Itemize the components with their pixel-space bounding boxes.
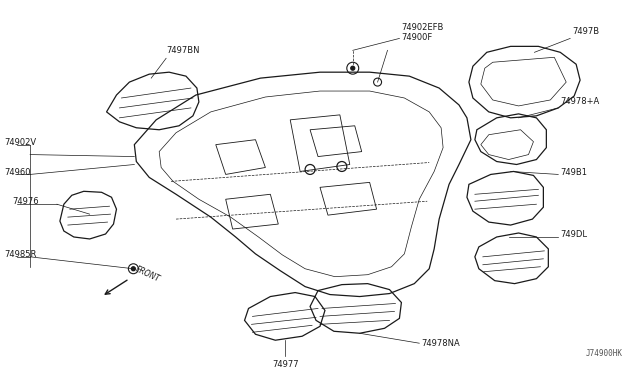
Text: 74900F: 74900F <box>401 33 433 42</box>
Text: 74985R: 74985R <box>4 250 36 259</box>
Text: 74977: 74977 <box>272 360 299 369</box>
Circle shape <box>131 267 135 271</box>
Text: 74978+A: 74978+A <box>560 97 600 106</box>
Text: J74900HK: J74900HK <box>586 349 623 358</box>
Text: 74976: 74976 <box>12 197 39 206</box>
Text: FRONT: FRONT <box>134 265 162 284</box>
Text: 74960: 74960 <box>4 168 31 177</box>
Text: 7497B: 7497B <box>572 28 599 36</box>
Text: 749B1: 749B1 <box>560 168 588 177</box>
Text: 749DL: 749DL <box>560 231 588 240</box>
Text: 74902EFB: 74902EFB <box>401 23 444 32</box>
Text: 7497BN: 7497BN <box>166 46 200 55</box>
Text: 74902V: 74902V <box>4 138 36 147</box>
Text: 74978NA: 74978NA <box>421 339 460 348</box>
Circle shape <box>351 66 355 70</box>
